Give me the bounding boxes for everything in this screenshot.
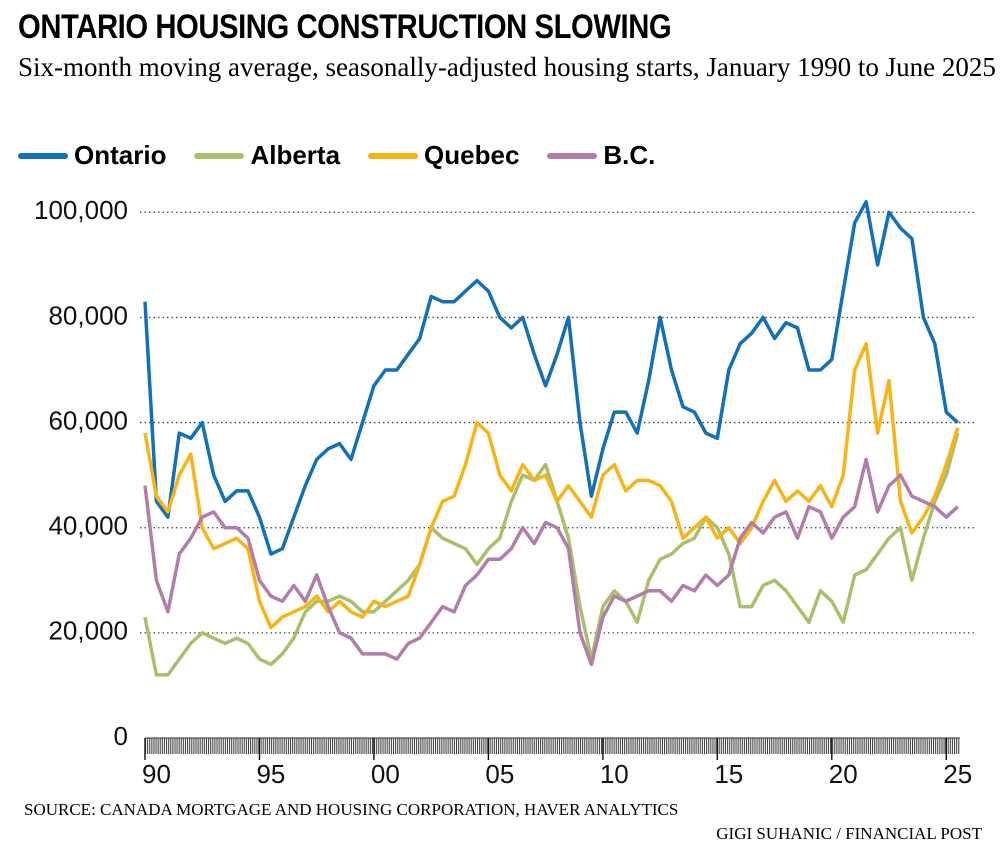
legend-swatch — [18, 152, 68, 159]
legend-item: Alberta — [194, 140, 340, 171]
legend: Ontario Alberta Quebec B.C. — [18, 140, 655, 171]
legend-label: Quebec — [424, 140, 520, 170]
y-tick-label: 40,000 — [48, 511, 128, 541]
credit: GIGI SUHANIC / FINANCIAL POST — [716, 824, 982, 843]
series-line — [143, 457, 959, 667]
legend-swatch — [194, 152, 245, 159]
x-tick-label: 15 — [714, 759, 743, 789]
chart-title: ONTARIO HOUSING CONSTRUCTION SLOWING — [18, 8, 672, 46]
chart-subtitle: Six-month moving average, seasonally-adj… — [18, 52, 996, 82]
month-ticks — [145, 738, 960, 754]
series-line — [143, 432, 960, 677]
x-tick-label: 05 — [485, 759, 514, 789]
legend-item: B.C. — [547, 140, 655, 171]
legend-label: B.C. — [603, 140, 656, 170]
chart: 0 20,000 40,000 60,000 80,000 100,000 90 95 00 05… — [34, 195, 975, 789]
legend-label: Ontario — [74, 140, 167, 170]
x-tick-label: 10 — [600, 759, 629, 789]
series-line — [143, 341, 960, 630]
y-tick-label: 60,000 — [48, 405, 128, 435]
y-tick-label: 0 — [114, 721, 128, 751]
x-tick-label: 20 — [829, 759, 858, 789]
legend-swatch — [368, 152, 419, 159]
x-tick-label: 90 — [142, 759, 171, 789]
legend-swatch — [547, 152, 598, 159]
legend-item: Quebec — [368, 140, 519, 171]
legend-label: Alberta — [250, 140, 341, 170]
x-tick-label: 95 — [256, 759, 285, 789]
x-tick-label: 00 — [371, 759, 400, 789]
legend-item: Ontario — [18, 140, 166, 171]
x-tick-label: 25 — [943, 759, 972, 789]
series-line — [143, 200, 959, 556]
y-tick-label: 20,000 — [48, 616, 128, 646]
source: SOURCE: CANADA MORTGAGE AND HOUSING CORP… — [24, 800, 679, 819]
y-tick-label: 100,000 — [34, 195, 128, 225]
y-tick-label: 80,000 — [48, 300, 128, 330]
